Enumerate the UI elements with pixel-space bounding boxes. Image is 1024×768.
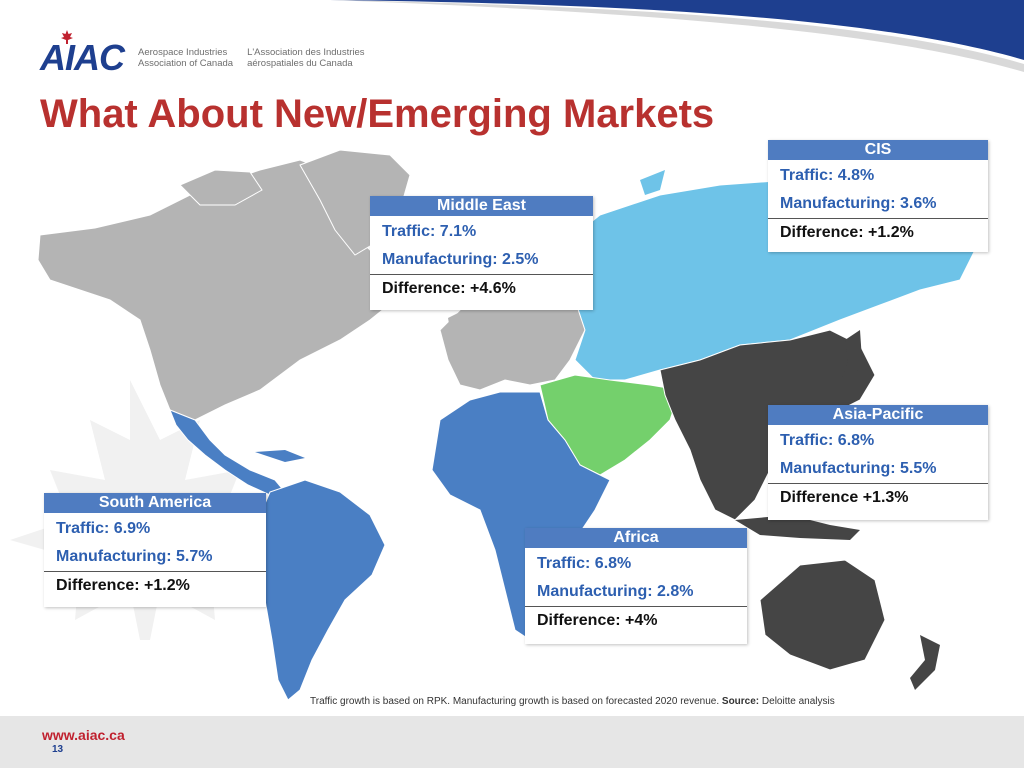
logo-name-en-line1: Aerospace Industries xyxy=(138,47,228,58)
africa-traffic: Traffic: 6.8% xyxy=(537,555,632,572)
south-america-difference: Difference: +1.2% xyxy=(44,571,266,600)
logo-mark: AIAC xyxy=(40,30,125,78)
novaya-zemlya xyxy=(640,170,665,195)
japan xyxy=(840,330,862,390)
south-america-info-box: South America Traffic: 6.9% Manufacturin… xyxy=(44,493,266,607)
south-america-traffic: Traffic: 6.9% xyxy=(56,520,151,537)
middle-east-box-header: Middle East xyxy=(370,196,593,216)
caribbean xyxy=(255,450,305,462)
africa-difference: Difference: +4% xyxy=(525,606,747,635)
cis-traffic: Traffic: 4.8% xyxy=(780,167,875,184)
footnote: Traffic growth is based on RPK. Manufact… xyxy=(310,696,835,707)
logo-name-fr-line2: aérospatiales du Canada xyxy=(247,58,353,69)
africa-manufacturing: Manufacturing: 2.8% xyxy=(537,583,694,600)
africa-info-box: Africa Traffic: 6.8% Manufacturing: 2.8%… xyxy=(525,528,747,644)
maple-leaf-icon xyxy=(61,30,73,44)
website-link[interactable]: www.aiac.ca xyxy=(42,727,125,743)
header-swoosh xyxy=(330,0,1024,72)
middle-east-traffic: Traffic: 7.1% xyxy=(382,223,477,240)
cis-manufacturing: Manufacturing: 3.6% xyxy=(780,195,937,212)
world-map xyxy=(10,149,976,700)
logo-name-en: Aerospace Industries Association of Cana… xyxy=(138,47,233,69)
logo-wordmark: AIAC xyxy=(40,37,125,78)
footer-bar xyxy=(0,716,1024,768)
footnote-text: Traffic growth is based on RPK. Manufact… xyxy=(310,696,720,707)
indonesia xyxy=(735,515,860,540)
arctic-islands xyxy=(179,169,263,206)
north-america xyxy=(37,159,396,421)
south-america xyxy=(257,479,386,700)
middle-east-manufacturing: Manufacturing: 2.5% xyxy=(382,251,539,268)
logo-name-en-line2: Association of Canada xyxy=(138,58,234,69)
cis-box-header: CIS xyxy=(768,140,988,160)
logo-name-fr: L'Association des Industries aérospatial… xyxy=(247,47,364,69)
footnote-source-label: Source: xyxy=(721,696,760,707)
asia-pacific-box-header: Asia-Pacific xyxy=(768,405,988,425)
page-title: What About New/Emerging Markets xyxy=(40,92,715,136)
south-america-manufacturing: Manufacturing: 5.7% xyxy=(56,548,213,565)
middle-east-info-box: Middle East Traffic: 7.1% Manufacturing:… xyxy=(370,196,593,310)
south-america-box-header: South America xyxy=(44,493,266,513)
asia-pacific-traffic: Traffic: 6.8% xyxy=(780,432,875,449)
cis-difference: Difference: +1.2% xyxy=(768,218,988,247)
footnote-source-value: Deloitte analysis xyxy=(761,696,835,707)
asia-pacific-info-box: Asia-Pacific Traffic: 6.8% Manufacturing… xyxy=(768,405,988,520)
cis-info-box: CIS Traffic: 4.8% Manufacturing: 3.6% Di… xyxy=(768,140,988,252)
australia xyxy=(759,559,886,671)
page-number: 13 xyxy=(52,744,64,755)
uk xyxy=(448,312,465,340)
middle-east-difference: Difference: +4.6% xyxy=(370,274,593,303)
asia-pacific-manufacturing: Manufacturing: 5.5% xyxy=(780,460,937,477)
new-zealand xyxy=(910,635,940,690)
logo-name-fr-line1: L'Association des Industries xyxy=(247,47,365,58)
aiac-logo: AIAC Aerospace Industries Association of… xyxy=(40,30,365,78)
africa-box-header: Africa xyxy=(525,528,747,548)
asia-pacific-difference: Difference +1.3% xyxy=(768,483,988,512)
